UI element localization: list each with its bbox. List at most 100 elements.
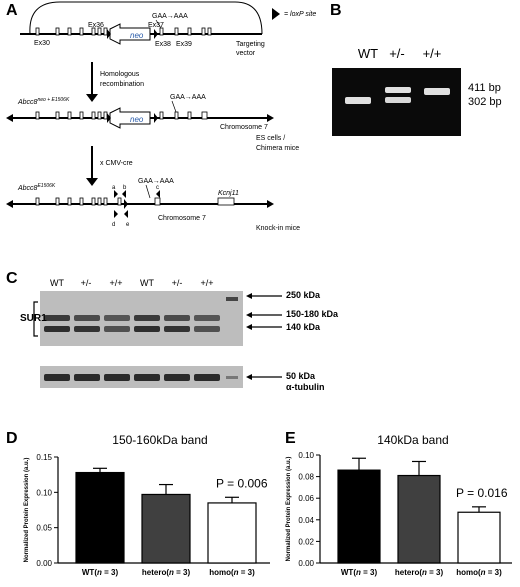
gel-band-homo	[424, 88, 450, 95]
neo-cassette-vector	[109, 23, 151, 45]
chart-title: 150-160kDa band	[112, 433, 207, 447]
p-value-annotation: P = 0.006	[216, 476, 268, 490]
panel-label-b: B	[330, 2, 342, 19]
targeting-diagram: neo Ex36 Ex37 GAA→AAA Ex30 Ex38 Ex39 Tar…	[6, 1, 316, 232]
tubulin-size-label: 50 kDa	[286, 371, 316, 381]
neo-label-vector: neo	[130, 31, 144, 40]
exon-label-ex38: Ex38	[155, 41, 171, 48]
sur1-label: SUR1	[20, 313, 47, 324]
stage1-line2: Chimera mice	[256, 145, 299, 152]
y-tick-label: 0.06	[298, 494, 314, 503]
kcnj11-label: Kcnj11	[218, 190, 239, 197]
blot-lane-label: +/+	[200, 278, 214, 288]
neo-cassette-allele	[109, 107, 151, 129]
x-tick-label: hetero(n = 3)	[142, 568, 191, 577]
primer-d-label: d	[112, 222, 115, 228]
allele2-label: Abcc8E1506K	[17, 183, 56, 192]
panel-label-c: C	[6, 270, 18, 287]
blot-lane-label: +/-	[80, 278, 92, 288]
loxp-site	[154, 29, 158, 39]
x-tick-label: WT(n = 3)	[341, 568, 378, 577]
bar-chart-140kda: 140kDa band Normalized Protein Expression…	[286, 433, 512, 577]
exon-label-ex37: Ex37	[148, 22, 164, 29]
primer-a	[114, 190, 118, 198]
primer-b	[122, 190, 126, 198]
band-size-label: 302 bp	[468, 96, 502, 108]
vector-label-1: Targeting	[236, 41, 265, 48]
marker-label: 150-180 kDa	[286, 309, 339, 319]
bar-chart-150kda: 150-160kDa band Normalized Protein Expres…	[24, 433, 270, 577]
primer-c-label: c	[156, 185, 159, 191]
tubulin-name-label: α-tubulin	[286, 382, 325, 392]
vector-backbone	[29, 1, 263, 35]
mutation-label-vector: GAA→AAA	[152, 13, 188, 20]
exon-label-ex30: Ex30	[34, 40, 50, 47]
marker-label: 250 kDa	[286, 290, 321, 300]
step1-line1: Homologous	[100, 71, 140, 78]
chart-title: 140kDa band	[377, 433, 448, 447]
loxp-legend-icon	[272, 8, 280, 20]
tubulin-blot	[40, 366, 243, 388]
bar	[141, 493, 191, 564]
primer-d	[114, 210, 118, 218]
step1-line2: recombination	[100, 81, 144, 88]
gel-lane-label: WT	[357, 46, 379, 61]
gel-band-wt	[345, 97, 371, 104]
primer-e	[124, 210, 128, 218]
p-value-annotation: P = 0.016	[456, 486, 508, 500]
chromosome-label-1: Chromosome 7	[220, 124, 268, 131]
neo-label-allele: neo	[130, 115, 144, 124]
primer-c	[156, 190, 160, 198]
bar	[457, 511, 501, 564]
y-tick-label: 0.02	[298, 537, 314, 546]
stage2-label: Knock-in mice	[256, 225, 300, 232]
gel-lane-label: +/-	[389, 46, 405, 61]
sur1-blot	[40, 291, 243, 346]
loxp-legend-text: = loxP site	[284, 11, 316, 18]
exon-label-ex39: Ex39	[176, 41, 192, 48]
sur1-bracket	[33, 301, 38, 337]
y-tick-label: 0.10	[36, 488, 52, 497]
loxp-site-remaining	[124, 199, 128, 209]
bar	[397, 474, 441, 564]
vector-exons	[35, 27, 212, 36]
y-axis-label: Normalized Protein Expression (a.u.)	[24, 458, 30, 563]
panel-label-a: A	[6, 2, 18, 19]
band-size-label: 411 bp	[468, 82, 501, 94]
primer-a-label: a	[112, 185, 116, 191]
gel-lane-label: +/+	[422, 46, 442, 61]
panel-label-e: E	[285, 430, 296, 447]
primer-b-label: b	[123, 185, 127, 191]
blot-lane-label: +/-	[171, 278, 183, 288]
chromosome-label-2: Chromosome 7	[158, 215, 206, 222]
marker-label: 140 kDa	[286, 322, 321, 332]
bar	[75, 471, 125, 564]
mutation-label-allele2: GAA→AAA	[138, 178, 174, 185]
allele1-label: Abcc8neo + E1506K	[17, 97, 70, 106]
stage1-line1: ES cells /	[256, 135, 285, 142]
x-tick-label: hetero(n = 3)	[395, 568, 444, 577]
y-tick-label: 0.05	[36, 524, 52, 533]
y-tick-label: 0.00	[36, 559, 52, 568]
blot-lane-label: WT	[140, 278, 154, 288]
allele2-exons	[35, 197, 235, 206]
x-tick-label: homo(n = 3)	[456, 568, 502, 577]
y-tick-label: 0.00	[298, 559, 314, 568]
x-tick-label: WT(n = 3)	[82, 568, 119, 577]
gel-band-het-lower	[385, 97, 411, 103]
vector-label-2: vector	[236, 50, 256, 57]
y-tick-label: 0.08	[298, 473, 314, 482]
panel-label-d: D	[6, 430, 18, 447]
bar	[337, 469, 381, 564]
y-tick-label: 0.10	[298, 451, 314, 460]
mutation-label-allele1: GAA→AAA	[170, 94, 206, 101]
genotyping-gel	[332, 68, 461, 136]
blot-lane-label: WT	[50, 278, 64, 288]
step2-label: x CMV-cre	[100, 160, 133, 167]
primer-e-label: e	[126, 222, 130, 228]
blot-lane-label: +/+	[109, 278, 123, 288]
y-axis-label: Normalized Protein Expression (a.u.)	[286, 457, 292, 562]
blot-annotations	[33, 293, 282, 380]
loxp-site	[107, 29, 111, 39]
gel-band-het-upper	[385, 87, 411, 93]
